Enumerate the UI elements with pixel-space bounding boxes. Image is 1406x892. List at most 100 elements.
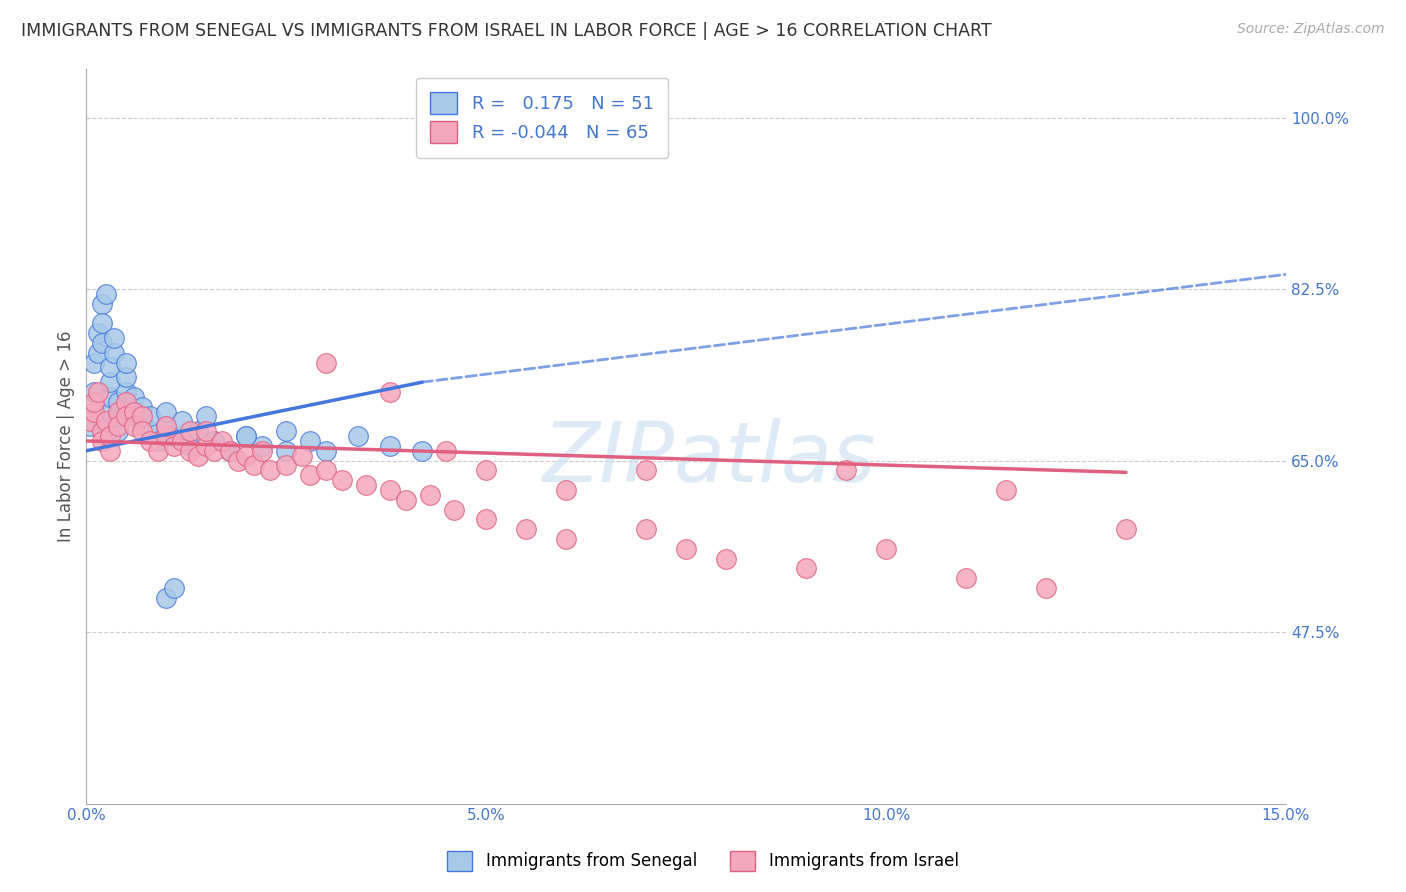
Point	[380, 483, 402, 497]
Point	[148, 443, 170, 458]
Point	[211, 434, 233, 448]
Point	[354, 478, 377, 492]
Point	[163, 581, 186, 595]
Point	[115, 370, 138, 384]
Text: ZIPatlas: ZIPatlas	[543, 417, 877, 499]
Point	[155, 429, 177, 443]
Legend: R =   0.175   N = 51, R = -0.044   N = 65: R = 0.175 N = 51, R = -0.044 N = 65	[416, 78, 668, 158]
Point	[155, 419, 177, 434]
Point	[131, 414, 153, 428]
Point	[91, 297, 114, 311]
Point	[91, 317, 114, 331]
Point	[380, 384, 402, 399]
Point	[475, 463, 498, 477]
Point	[83, 394, 105, 409]
Text: IMMIGRANTS FROM SENEGAL VS IMMIGRANTS FROM ISRAEL IN LABOR FORCE | AGE > 16 CORR: IMMIGRANTS FROM SENEGAL VS IMMIGRANTS FR…	[21, 22, 991, 40]
Point	[714, 551, 737, 566]
Point	[259, 463, 281, 477]
Point	[995, 483, 1018, 497]
Point	[91, 335, 114, 350]
Point	[434, 443, 457, 458]
Point	[1035, 581, 1057, 595]
Point	[794, 561, 817, 575]
Point	[202, 434, 225, 448]
Point	[347, 429, 370, 443]
Point	[195, 439, 218, 453]
Point	[179, 439, 201, 453]
Point	[395, 492, 418, 507]
Point	[172, 434, 194, 448]
Point	[195, 409, 218, 424]
Point	[252, 439, 274, 453]
Point	[98, 375, 121, 389]
Point	[252, 443, 274, 458]
Point	[299, 468, 322, 483]
Point	[103, 345, 125, 359]
Point	[475, 512, 498, 526]
Point	[107, 394, 129, 409]
Point	[87, 384, 110, 399]
Point	[83, 355, 105, 369]
Point	[187, 449, 209, 463]
Point	[276, 424, 298, 438]
Point	[115, 409, 138, 424]
Point	[124, 404, 146, 418]
Point	[148, 434, 170, 448]
Point	[179, 424, 201, 438]
Point	[103, 331, 125, 345]
Point	[243, 458, 266, 473]
Point	[91, 424, 114, 438]
Point	[179, 443, 201, 458]
Point	[124, 419, 146, 434]
Point	[202, 434, 225, 448]
Point	[235, 429, 257, 443]
Point	[330, 473, 353, 487]
Point	[115, 355, 138, 369]
Point	[202, 443, 225, 458]
Point	[98, 404, 121, 418]
Point	[98, 429, 121, 443]
Point	[83, 404, 105, 418]
Point	[155, 404, 177, 418]
Point	[380, 439, 402, 453]
Point	[515, 522, 537, 536]
Point	[187, 424, 209, 438]
Point	[955, 571, 977, 585]
Point	[107, 409, 129, 424]
Point	[98, 443, 121, 458]
Point	[315, 443, 337, 458]
Point	[131, 424, 153, 438]
Point	[83, 384, 105, 399]
Legend: Immigrants from Senegal, Immigrants from Israel: Immigrants from Senegal, Immigrants from…	[439, 842, 967, 880]
Point	[163, 439, 186, 453]
Point	[155, 591, 177, 605]
Point	[235, 449, 257, 463]
Point	[87, 345, 110, 359]
Point	[315, 463, 337, 477]
Point	[139, 424, 162, 438]
Point	[87, 326, 110, 340]
Point	[219, 443, 242, 458]
Point	[79, 419, 101, 434]
Point	[195, 424, 218, 438]
Point	[107, 419, 129, 434]
Point	[419, 488, 441, 502]
Point	[115, 384, 138, 399]
Point	[411, 443, 433, 458]
Point	[172, 414, 194, 428]
Point	[107, 424, 129, 438]
Point	[291, 449, 314, 463]
Point	[139, 434, 162, 448]
Point	[139, 409, 162, 424]
Point	[91, 434, 114, 448]
Text: Source: ZipAtlas.com: Source: ZipAtlas.com	[1237, 22, 1385, 37]
Point	[96, 287, 118, 301]
Point	[276, 443, 298, 458]
Point	[79, 414, 101, 428]
Point	[1115, 522, 1137, 536]
Point	[96, 414, 118, 428]
Point	[98, 360, 121, 375]
Point	[163, 429, 186, 443]
Y-axis label: In Labor Force | Age > 16: In Labor Force | Age > 16	[58, 330, 75, 541]
Point	[219, 443, 242, 458]
